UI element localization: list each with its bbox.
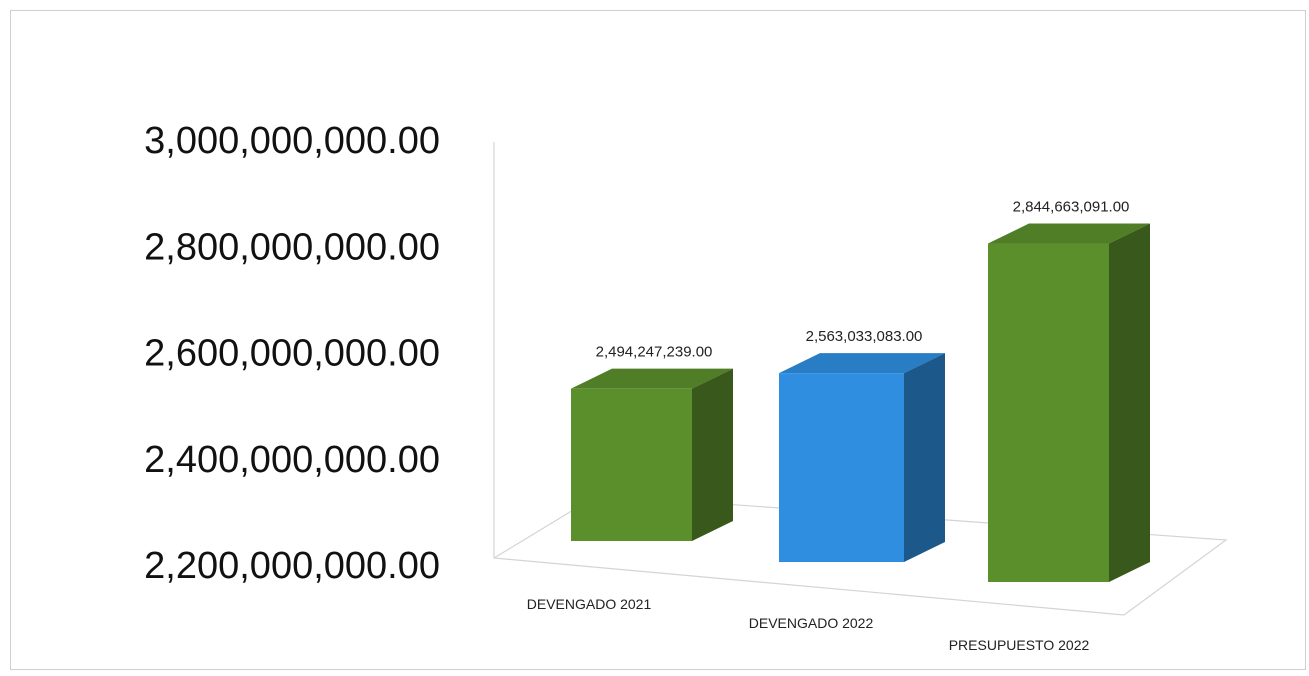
bar-top-face <box>988 223 1150 244</box>
bar-front-face <box>571 388 692 541</box>
y-tick-label: 2,400,000,000.00 <box>144 439 440 481</box>
bars <box>571 223 1150 582</box>
bar-side-face <box>692 368 733 541</box>
bar-devengado-2021 <box>571 368 733 541</box>
bar-presupuesto-2022 <box>988 223 1150 582</box>
y-tick-label: 3,000,000,000.00 <box>144 120 440 162</box>
x-tick-label: DEVENGADO 2022 <box>749 615 874 631</box>
x-tick-label: PRESUPUESTO 2022 <box>949 637 1090 653</box>
y-axis: 3,000,000,000.00 2,800,000,000.00 2,600,00… <box>144 120 440 587</box>
bar-front-face <box>988 243 1109 582</box>
x-axis: DEVENGADO 2021 DEVENGADO 2022 PRESUPUESTO … <box>527 596 1090 653</box>
x-tick-label: DEVENGADO 2021 <box>527 596 652 612</box>
bar-side-face <box>1109 223 1150 582</box>
y-tick-label: 2,200,000,000.00 <box>144 545 440 587</box>
bar-devengado-2022 <box>779 353 945 562</box>
bar-top-face <box>571 368 733 389</box>
data-label: 2,494,247,239.00 <box>596 344 713 361</box>
bar-side-face <box>904 353 945 562</box>
data-label: 2,563,033,083.00 <box>806 328 923 345</box>
bar-front-face <box>779 373 904 562</box>
data-labels: 2,494,247,239.00 2,563,033,083.00 2,844,66… <box>596 199 1130 361</box>
y-tick-label: 2,800,000,000.00 <box>144 226 440 268</box>
y-tick-label: 2,600,000,000.00 <box>144 333 440 375</box>
data-label: 2,844,663,091.00 <box>1013 199 1130 216</box>
bar-top-face <box>779 353 945 374</box>
